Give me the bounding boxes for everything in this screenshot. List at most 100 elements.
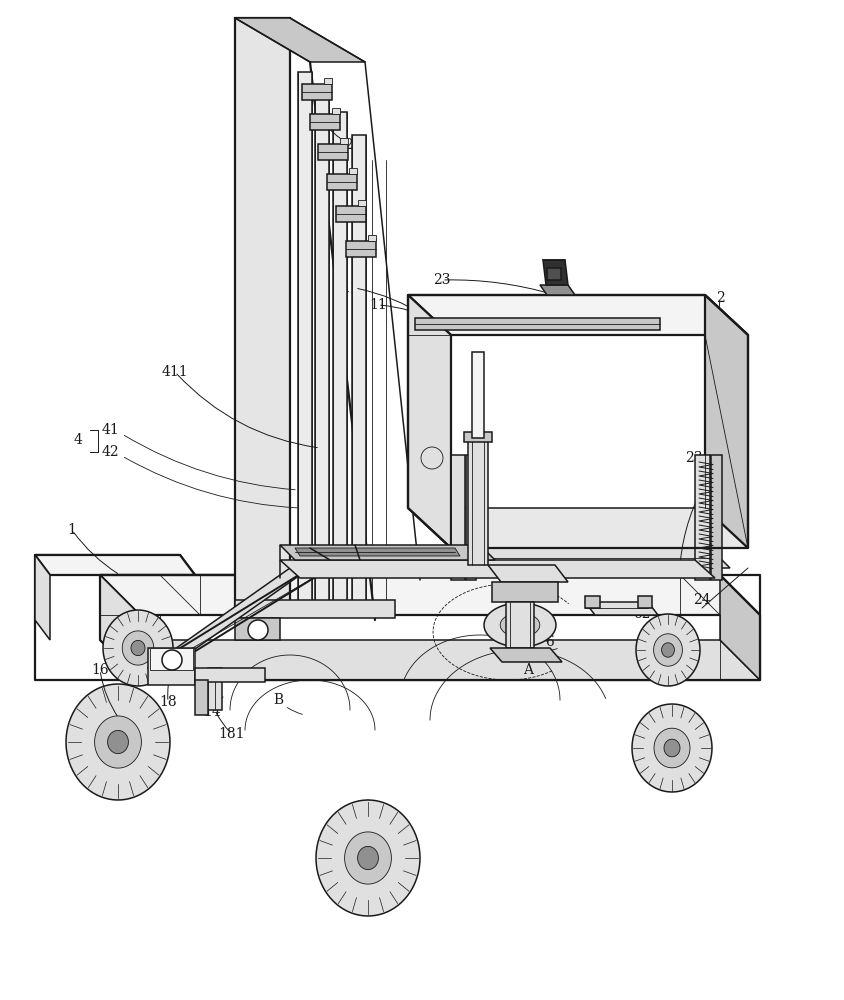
Text: 1: 1 — [68, 523, 76, 537]
Polygon shape — [506, 602, 533, 648]
Polygon shape — [235, 18, 289, 610]
Polygon shape — [451, 455, 464, 580]
Polygon shape — [100, 575, 140, 680]
Text: 3: 3 — [715, 431, 723, 445]
Polygon shape — [653, 634, 682, 666]
Polygon shape — [408, 508, 747, 548]
Polygon shape — [472, 352, 484, 438]
Text: 23: 23 — [433, 273, 450, 287]
Polygon shape — [358, 200, 365, 206]
Polygon shape — [100, 575, 759, 615]
Text: 42: 42 — [101, 445, 119, 459]
Polygon shape — [719, 575, 759, 680]
Polygon shape — [103, 610, 173, 686]
Polygon shape — [710, 455, 721, 580]
Polygon shape — [148, 568, 310, 668]
Polygon shape — [298, 72, 311, 610]
Polygon shape — [636, 614, 699, 686]
Polygon shape — [704, 295, 747, 548]
Polygon shape — [500, 613, 539, 637]
Polygon shape — [408, 295, 747, 335]
Polygon shape — [631, 704, 711, 792]
Text: 13: 13 — [701, 468, 718, 482]
Polygon shape — [195, 680, 208, 715]
Polygon shape — [357, 846, 378, 870]
Polygon shape — [465, 455, 475, 580]
Polygon shape — [317, 144, 348, 160]
Text: 181: 181 — [219, 727, 245, 741]
Text: 6: 6 — [545, 635, 554, 649]
Text: 4: 4 — [73, 433, 83, 447]
Polygon shape — [35, 555, 50, 640]
Polygon shape — [107, 730, 128, 754]
Circle shape — [247, 620, 268, 640]
Polygon shape — [150, 648, 192, 670]
Text: 16: 16 — [91, 663, 109, 677]
Polygon shape — [323, 78, 332, 84]
Circle shape — [162, 650, 181, 670]
Polygon shape — [100, 640, 759, 680]
Polygon shape — [491, 582, 557, 602]
Polygon shape — [653, 728, 690, 768]
Text: 62: 62 — [632, 607, 650, 621]
Polygon shape — [694, 455, 709, 580]
Text: 111: 111 — [341, 281, 368, 295]
Polygon shape — [122, 631, 154, 665]
Polygon shape — [637, 596, 652, 608]
Polygon shape — [310, 114, 339, 130]
Polygon shape — [279, 545, 495, 560]
Polygon shape — [543, 260, 567, 285]
Polygon shape — [301, 84, 332, 100]
Polygon shape — [35, 555, 195, 575]
Polygon shape — [488, 565, 567, 582]
Text: 421: 421 — [337, 138, 363, 152]
Polygon shape — [195, 668, 265, 682]
Polygon shape — [327, 174, 356, 190]
Polygon shape — [235, 18, 365, 62]
Polygon shape — [430, 548, 729, 568]
Polygon shape — [463, 432, 491, 442]
Polygon shape — [333, 112, 347, 610]
Polygon shape — [66, 684, 170, 800]
Text: 24: 24 — [692, 593, 710, 607]
Text: B: B — [273, 693, 283, 707]
Polygon shape — [336, 206, 365, 222]
Text: 18: 18 — [159, 695, 176, 709]
Polygon shape — [663, 739, 679, 757]
Polygon shape — [315, 92, 328, 610]
Polygon shape — [235, 600, 394, 618]
Polygon shape — [339, 138, 348, 144]
Polygon shape — [484, 603, 555, 647]
Polygon shape — [546, 268, 560, 280]
Polygon shape — [131, 640, 145, 656]
Polygon shape — [148, 648, 195, 685]
Polygon shape — [95, 716, 141, 768]
Polygon shape — [345, 241, 376, 257]
Polygon shape — [349, 168, 356, 174]
Text: 11: 11 — [369, 298, 387, 312]
Polygon shape — [316, 800, 419, 916]
Polygon shape — [584, 596, 599, 608]
Text: 12: 12 — [359, 823, 376, 837]
Polygon shape — [539, 285, 574, 295]
Polygon shape — [408, 295, 451, 548]
Text: A: A — [522, 663, 533, 677]
Text: 41: 41 — [101, 423, 119, 437]
Polygon shape — [279, 560, 714, 578]
Text: 14: 14 — [203, 705, 220, 719]
Polygon shape — [468, 438, 488, 565]
Polygon shape — [368, 235, 376, 241]
Polygon shape — [584, 602, 657, 615]
Polygon shape — [414, 318, 659, 330]
Polygon shape — [235, 618, 279, 640]
Polygon shape — [344, 832, 391, 884]
Text: 2: 2 — [715, 291, 723, 305]
Polygon shape — [208, 668, 222, 710]
Polygon shape — [332, 108, 339, 114]
Text: 231: 231 — [684, 451, 711, 465]
Polygon shape — [661, 643, 674, 657]
Polygon shape — [490, 648, 561, 662]
Polygon shape — [295, 548, 459, 556]
Polygon shape — [352, 135, 365, 610]
Text: 411: 411 — [161, 365, 188, 379]
